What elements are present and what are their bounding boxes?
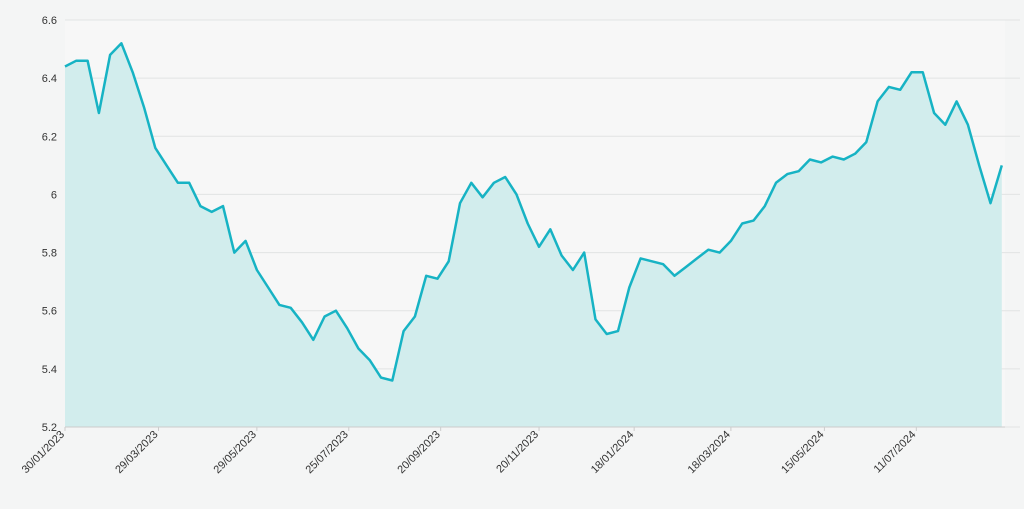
- x-tick-label: 20/11/2023: [494, 429, 541, 476]
- y-tick-label: 5.4: [42, 364, 57, 376]
- y-tick-label: 5.6: [42, 306, 57, 318]
- x-tick-label: 25/07/2023: [303, 429, 350, 476]
- x-tick-label: 29/03/2023: [113, 429, 160, 476]
- x-tick-label: 18/01/2024: [589, 429, 636, 476]
- y-tick-label: 5.2: [42, 422, 57, 434]
- x-tick-label: 29/05/2023: [212, 429, 259, 476]
- x-tick-label: 18/03/2024: [686, 429, 733, 476]
- x-tick-label: 15/05/2024: [779, 429, 826, 476]
- x-tick-label: 11/07/2024: [872, 429, 919, 476]
- x-tick-label: 30/01/2023: [20, 429, 67, 476]
- line: [64, 42, 1003, 382]
- x-tick-label: 20/09/2023: [395, 429, 442, 476]
- y-tick-label: 6.4: [42, 73, 57, 85]
- y-tick-label: 6: [51, 189, 57, 201]
- y-tick-label: 6.2: [42, 131, 57, 143]
- y-tick-label: 6.6: [42, 15, 57, 27]
- area-fill: [65, 43, 1002, 428]
- y-tick-label: 5.8: [42, 248, 57, 260]
